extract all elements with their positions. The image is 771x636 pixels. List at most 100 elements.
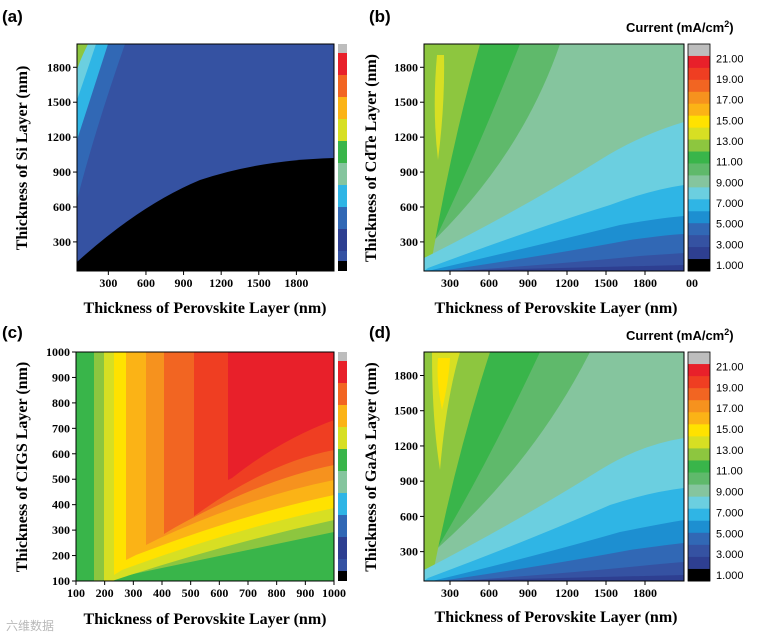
colorbar-tick-label: 17.00: [716, 403, 744, 415]
colorbar-tick-label: 13.00: [716, 136, 744, 148]
x-tick-label: 700: [239, 586, 257, 600]
y-axis-label-c: Thickness of CIGS Layer (nm): [14, 362, 31, 572]
y-tick-label: 900: [400, 474, 418, 488]
x-tick-label: 300: [99, 276, 117, 290]
x-tick-label: 300: [441, 276, 459, 290]
x-tick-label: 800: [268, 586, 286, 600]
y-tick-label: 300: [400, 235, 418, 249]
x-tick-label: 1000: [322, 586, 346, 600]
colorbar-tick-label: 7.000: [716, 198, 744, 210]
colorbar-level: [688, 484, 710, 498]
colorbar-c: [338, 352, 347, 581]
colorbar-tick-label: 5.000: [716, 528, 744, 540]
y-axis-label-b: Thickness of CdTe Layer (nm): [363, 54, 380, 262]
colorbar-level: [688, 163, 710, 176]
colorbar-level: [688, 91, 710, 105]
colorbar-level: [688, 199, 710, 212]
x-tick-label: 900: [519, 276, 537, 290]
y-tick-label: 600: [400, 200, 418, 214]
y-tick-label: 600: [400, 509, 418, 523]
x-axis-label-d: Thickness of Perovskite Layer (nm): [435, 609, 678, 626]
x-tick-label: 300: [441, 586, 459, 600]
colorbar-level: [688, 352, 710, 365]
colorbar-frame: [687, 351, 711, 582]
contour-d-band-1: [440, 575, 684, 581]
colorbar-level: [688, 568, 710, 582]
y-tick-label: 1500: [394, 404, 418, 418]
colorbar-title-top: Current (mA/cm2): [626, 19, 734, 35]
x-tick-label: 300: [124, 586, 142, 600]
x-tick-label: 600: [480, 276, 498, 290]
colorbar-frame: [687, 43, 711, 272]
y-tick-label: 900: [52, 370, 70, 384]
y-tick-label: 500: [52, 472, 70, 486]
colorbar-level: [688, 187, 710, 200]
x-tick-label: 500: [182, 586, 200, 600]
x-tick-label: 600: [480, 586, 498, 600]
x-axis-label-c: Thickness of Perovskite Layer (nm): [84, 611, 327, 628]
colorbar-tick-label: 13.00: [716, 445, 744, 457]
y-tick-label: 400: [52, 498, 70, 512]
y-tick-label: 900: [400, 165, 418, 179]
x-tick-label: 1200: [555, 586, 579, 600]
colorbar-tick-label: 11.00: [716, 466, 743, 478]
ticks-c: 100 200 300 400 500 600 700 800 900 1000 100 200 300…: [46, 345, 346, 600]
colorbar-level: [688, 544, 710, 558]
colorbar-level: [688, 556, 710, 570]
y-tick-label: 1200: [394, 130, 418, 144]
y-tick-label: 800: [52, 396, 70, 410]
colorbar-level: [688, 472, 710, 486]
colorbar-level: [688, 424, 710, 437]
x-tick-label: 900: [519, 586, 537, 600]
colorbar-bottom: 21.00 19.00 17.00 15.00 13.00 11.00 9.000 7.000…: [687, 351, 744, 582]
y-tick-label: 1800: [394, 368, 418, 382]
colorbar-level: [688, 223, 710, 236]
panel-label-d: (d): [369, 323, 391, 342]
colorbar-level: [688, 412, 710, 425]
colorbar-tick-label: 15.00: [716, 115, 744, 127]
colorbar-level: [688, 235, 710, 248]
colorbar-level: [688, 460, 710, 474]
colorbar-level: [688, 436, 710, 449]
plot-area-b: [424, 44, 684, 271]
colorbar-level: [688, 508, 710, 522]
y-axis-label-d: Thickness of GaAs Layer (nm): [363, 362, 380, 572]
x-tick-label: 1800: [633, 276, 657, 290]
colorbar-level: [688, 139, 710, 153]
x-axis-label-b: Thickness of Perovskite Layer (nm): [435, 300, 678, 317]
x-axis-label-a: Thickness of Perovskite Layer (nm): [84, 300, 327, 317]
plot-frame-d: [423, 351, 685, 582]
colorbar-level: [688, 247, 710, 260]
colorbar-level: [688, 520, 710, 534]
colorbar-level: [688, 376, 710, 389]
watermark-text: 六维数据: [6, 618, 54, 633]
colorbar-level: [688, 103, 710, 117]
colorbar-level: [688, 364, 710, 377]
x-tick-label: 400: [153, 586, 171, 600]
colorbar-level: [688, 400, 710, 413]
contour-a-band-3: [77, 44, 96, 100]
x-tick-label: 900: [175, 276, 193, 290]
ticks-d: 300 600 900 1200 1500 1800 300 600 900 1200 1500 18…: [394, 368, 657, 600]
colorbar-tick-label: 11.00: [716, 157, 743, 169]
colorbar-tick-label: 9.000: [716, 177, 744, 189]
colorbar-level: [688, 151, 710, 164]
y-tick-label: 1200: [47, 130, 71, 144]
colorbar-level: [688, 115, 710, 129]
y-tick-label: 1500: [394, 95, 418, 109]
colorbar-tick-label: 1.000: [716, 570, 744, 582]
colorbar-tick-label: 9.000: [716, 487, 744, 499]
x-tick-label: 100: [67, 586, 85, 600]
x-tick-label: 1800: [633, 586, 657, 600]
contour-d-band-2: [424, 562, 684, 581]
colorbar-level: [688, 496, 710, 510]
colorbar-tick-label: 17.00: [716, 95, 744, 107]
colorbar-tick-label: 21.00: [716, 53, 744, 65]
plot-area-c: [76, 352, 334, 581]
y-tick-label: 600: [52, 447, 70, 461]
colorbar-level: [688, 79, 710, 93]
panel-label-c: (c): [2, 323, 23, 342]
colorbar-level: [688, 259, 710, 272]
colorbar-level: [688, 388, 710, 401]
